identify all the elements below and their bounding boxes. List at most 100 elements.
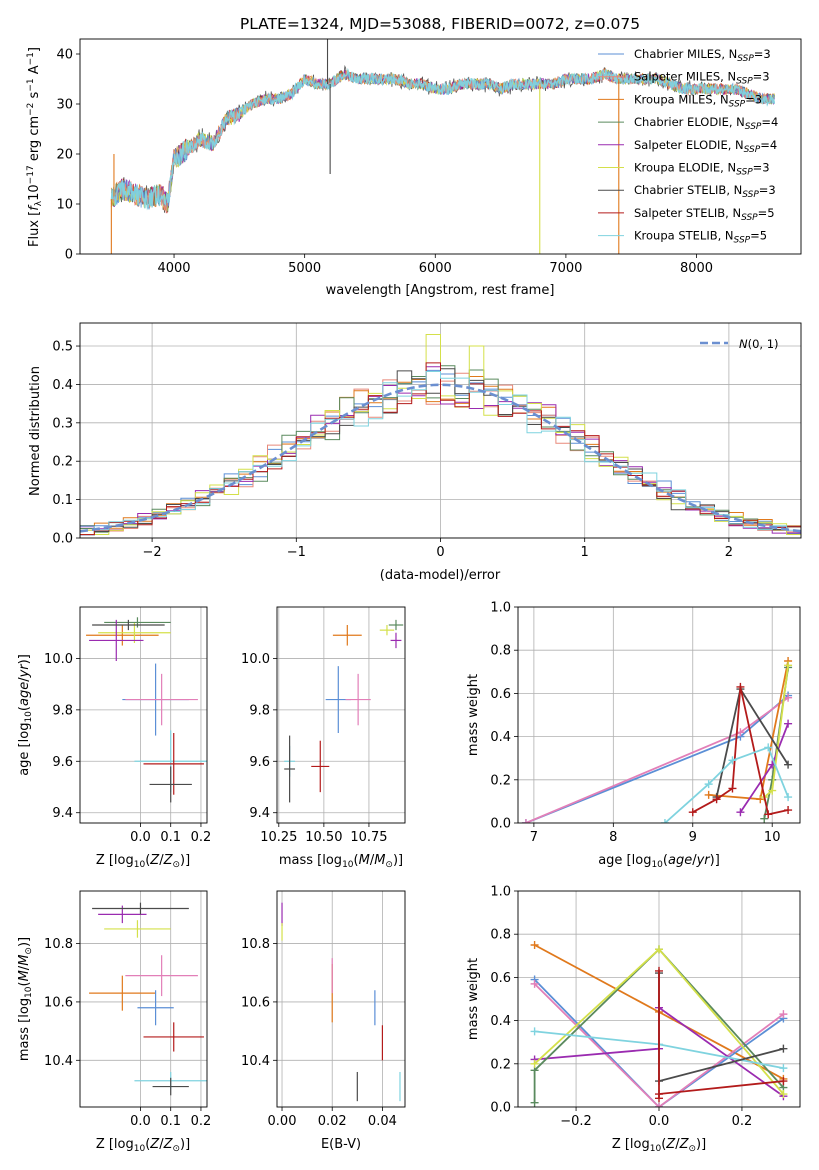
weight-series-marker <box>521 819 530 823</box>
spectrum-xtick-label: 7000 <box>549 261 582 276</box>
spectrum-ytick-label: 10 <box>56 198 73 213</box>
wZ-ytick-label: 0.8 <box>490 928 511 943</box>
spectrum-axes: 4000 5000 6000 7000 8000 0 10 20 30 40 wavelength … <box>26 38 802 298</box>
massZ-ytick-label: 10.8 <box>44 937 73 952</box>
massE-ytick-label: 10.6 <box>241 995 270 1010</box>
spectrum-xtick-label: 8000 <box>680 261 713 276</box>
wAge-frame <box>517 606 801 824</box>
ageM-xlabel: mass [log10(M/M⊙)] <box>279 853 403 870</box>
weight-series-marker <box>728 756 737 765</box>
spectrum-ytick-label: 0 <box>65 248 73 263</box>
spectrum-xtick-label: 6000 <box>419 261 452 276</box>
massZ-ytick-label: 10.4 <box>44 1054 73 1069</box>
massZ-ylabel: mass [log10(M/M⊙)] <box>17 937 34 1061</box>
weight-series-marker <box>779 1077 788 1086</box>
wAge-plot-area <box>518 607 800 823</box>
ageZ-ylabel: age [log10(age/yr)] <box>17 654 34 776</box>
wZ-ytick-label: 0.6 <box>490 971 511 986</box>
hist-frame <box>79 322 802 539</box>
spectrum-ylabel: Flux [fλ10−17 erg cm−2 s−1 A−1] <box>26 47 44 247</box>
spectrum-ytick-label: 30 <box>56 98 73 113</box>
weight-series-marker <box>530 1027 539 1036</box>
massE-xtick-label: 0.04 <box>368 1114 397 1129</box>
spectrum-plot-area <box>110 39 776 254</box>
weight-series-line <box>525 694 789 823</box>
wZ-ylabel: mass weight <box>466 958 481 1040</box>
massE-xlabel: E(B-V) <box>321 1137 361 1152</box>
ageM-xtick-label: 10.25 <box>260 830 297 845</box>
weight-series-marker <box>688 808 697 817</box>
massE-frame <box>276 890 406 1108</box>
weight-series-marker <box>655 1090 663 1099</box>
hist-xtick-label: 1 <box>581 545 589 560</box>
weight-series-marker <box>530 1098 539 1107</box>
weight-series-marker <box>655 966 663 975</box>
spectrum-legend-label: Chabrier ELODIE, NSSP=4 <box>634 115 778 132</box>
wAge-ytick-label: 0.6 <box>490 687 511 702</box>
ageZ-xtick-label: 0.1 <box>160 830 181 845</box>
weight-series-marker <box>704 790 713 799</box>
weight-series-marker <box>530 941 539 949</box>
massE-xtick-label: 0.02 <box>318 1114 347 1129</box>
ageZ-plot-area <box>80 607 207 823</box>
massZ-xtick-label: 0.1 <box>160 1114 181 1129</box>
massZ-xtick-label: 0.0 <box>130 1114 151 1129</box>
weight-series-line <box>658 970 784 1099</box>
wAge-axes: 7 8 9 10 0.0 0.2 0.4 0.6 0.8 1.0 age [log10(age/yr… <box>466 601 801 870</box>
spectrum-xlabel: wavelength [Angstrom, rest frame] <box>326 283 555 298</box>
ageZ-ytick-label: 10.0 <box>44 652 73 667</box>
massZ-xlabel: Z [log10(Z/Z⊙)] <box>96 1137 190 1154</box>
weight-series-marker <box>764 743 773 752</box>
ageZ-xtick-label: 0.2 <box>191 830 212 845</box>
weight-series-marker <box>736 808 745 817</box>
weight-series-marker <box>784 793 793 802</box>
ageM-axes: 10.25 10.50 10.75 9.4 9.6 9.8 10.0 mass [log10(… <box>241 606 406 870</box>
wAge-xtick-label: 9 <box>689 830 697 845</box>
wAge-xtick-label: 10 <box>764 830 781 845</box>
wAge-ytick-label: 1.0 <box>490 601 511 616</box>
spectrum-legend-label: Salpeter MILES, NSSP=3 <box>634 70 770 87</box>
ageM-ytick-label: 10.0 <box>241 652 270 667</box>
ageM-ytick-label: 9.6 <box>249 755 270 770</box>
hist-ytick-label: 0.1 <box>52 493 73 508</box>
weight-series-marker <box>784 661 793 670</box>
massE-ytick-label: 10.4 <box>241 1054 270 1069</box>
hist-ytick-label: 0.3 <box>52 416 73 431</box>
hist-ytick-label: 0.0 <box>52 532 73 547</box>
weight-series-marker <box>660 819 669 823</box>
massZ-ytick-label: 10.6 <box>44 995 73 1010</box>
wAge-xlabel: age [log10(age/yr)] <box>598 853 720 870</box>
wZ-axes: −0.2 0.0 0.2 0.0 0.2 0.4 0.6 0.8 1.0 Z [log10(Z/Z… <box>466 885 801 1154</box>
spectrum-legend-label: Salpeter STELIB, NSSP=5 <box>634 206 775 223</box>
wZ-ytick-label: 0.4 <box>490 1014 511 1029</box>
spectrum-legend-label: Chabrier MILES, NSSP=3 <box>634 47 771 64</box>
wAge-ytick-label: 0.8 <box>490 644 511 659</box>
ageZ-xtick-label: 0.0 <box>130 830 151 845</box>
weight-series-marker <box>712 795 721 804</box>
weight-series-marker <box>779 1044 788 1053</box>
weight-series-marker <box>728 784 737 793</box>
ageZ-ytick-label: 9.6 <box>52 755 73 770</box>
weight-series-marker <box>784 806 793 815</box>
spectrum-legend-label: Kroupa MILES, NSSP=3 <box>634 92 762 109</box>
weight-series-line <box>533 948 785 1103</box>
hist-xtick-label: −2 <box>143 545 162 560</box>
weight-series-marker <box>530 1059 539 1068</box>
weight-series-marker <box>779 1090 788 1099</box>
ageZ-frame <box>79 606 208 824</box>
ageM-ytick-label: 9.4 <box>249 806 270 821</box>
spectrum-model-line <box>110 67 776 211</box>
ageZ-ytick-label: 9.8 <box>52 703 73 718</box>
hist-xlabel: (data-model)/error <box>380 568 501 583</box>
massE-xtick-label: 0.00 <box>268 1114 297 1129</box>
massZ-plot-area <box>80 891 207 1107</box>
ageM-xtick-label: 10.75 <box>350 830 387 845</box>
wAge-xtick-label: 8 <box>609 830 617 845</box>
hist-ytick-label: 0.5 <box>52 340 73 355</box>
spectrum-legend-label: Kroupa STELIB, NSSP=5 <box>634 229 767 246</box>
wZ-ytick-label: 1.0 <box>490 885 511 900</box>
wZ-xtick-label: 0.0 <box>649 1114 670 1129</box>
massE-ytick-label: 10.8 <box>241 937 270 952</box>
massZ-frame <box>79 890 208 1108</box>
